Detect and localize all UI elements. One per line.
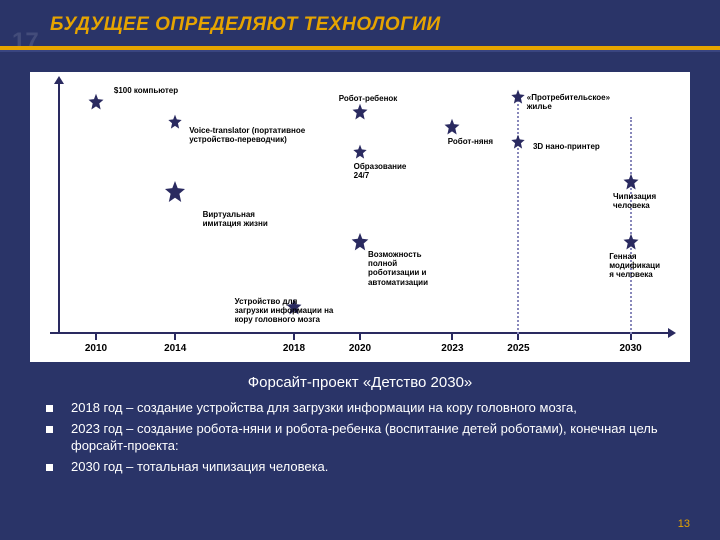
header-sub-rule bbox=[0, 50, 720, 52]
star-icon bbox=[350, 232, 370, 252]
star-icon bbox=[163, 180, 187, 204]
y-axis-arrow bbox=[54, 76, 64, 84]
page-title: БУДУЩЕЕ ОПРЕДЕЛЯЮТ ТЕХНОЛОГИИ bbox=[50, 14, 700, 36]
star-icon bbox=[167, 114, 183, 130]
tick-mark bbox=[451, 332, 453, 340]
slide-header: 17 БУДУЩЕЕ ОПРЕДЕЛЯЮТ ТЕХНОЛОГИИ bbox=[0, 0, 720, 42]
tick-mark bbox=[293, 332, 295, 340]
star-icon bbox=[443, 118, 461, 136]
tick-mark bbox=[359, 332, 361, 340]
star-icon bbox=[87, 93, 105, 111]
point-label: $100 компьютер bbox=[114, 86, 178, 95]
timeline-chart: 2010 2014 2018 2020 2023 2025 2030 $100 компьют… bbox=[30, 72, 690, 362]
point-label: Образование 24/7 bbox=[354, 162, 407, 180]
point-label: Устройство для загрузки информации на ко… bbox=[235, 297, 334, 325]
bullet-list: 2018 год – создание устройства для загру… bbox=[0, 391, 720, 475]
bullet-text: 2023 год – создание робота-няни и робота… bbox=[71, 420, 680, 455]
star-icon bbox=[510, 89, 526, 105]
list-item: 2018 год – создание устройства для загру… bbox=[46, 399, 680, 417]
point-label: Чипизация человека bbox=[613, 192, 656, 210]
bullet-text: 2018 год – создание устройства для загру… bbox=[71, 399, 577, 417]
guide-line bbox=[630, 117, 632, 334]
point-label: Робот-ребенок bbox=[339, 94, 398, 103]
tick-label: 2030 bbox=[619, 343, 641, 354]
point-label: 3D нано-принтер bbox=[533, 142, 600, 151]
bullet-marker-icon bbox=[46, 405, 53, 412]
guide-line bbox=[517, 92, 519, 334]
star-icon bbox=[622, 173, 640, 191]
tick-mark bbox=[174, 332, 176, 340]
point-label: Возможность полной роботизации и автомат… bbox=[368, 250, 428, 287]
point-label: Voice-translator (портативное устройство… bbox=[189, 126, 305, 144]
x-axis-arrow bbox=[668, 328, 676, 338]
bullet-text: 2030 год – тотальная чипизация человека. bbox=[71, 458, 328, 476]
page-number: 13 bbox=[678, 518, 690, 530]
chart-caption: Форсайт-проект «Детство 2030» bbox=[0, 374, 720, 391]
tick-label: 2023 bbox=[441, 343, 463, 354]
bullet-marker-icon bbox=[46, 426, 53, 433]
point-label: «Протребительское» жилье bbox=[527, 93, 610, 111]
star-icon bbox=[510, 134, 526, 150]
tick-label: 2020 bbox=[349, 343, 371, 354]
tick-label: 2014 bbox=[164, 343, 186, 354]
star-icon bbox=[351, 103, 369, 121]
point-label: Робот-няня bbox=[448, 137, 493, 146]
point-label: Генная модификаци я человека bbox=[609, 252, 660, 280]
tick-label: 2010 bbox=[85, 343, 107, 354]
bullet-marker-icon bbox=[46, 464, 53, 471]
tick-label: 2025 bbox=[507, 343, 529, 354]
list-item: 2023 год – создание робота-няни и робота… bbox=[46, 420, 680, 455]
list-item: 2030 год – тотальная чипизация человека. bbox=[46, 458, 680, 476]
star-icon bbox=[352, 144, 368, 160]
y-axis bbox=[58, 82, 60, 334]
tick-mark bbox=[95, 332, 97, 340]
tick-label: 2018 bbox=[283, 343, 305, 354]
star-icon bbox=[622, 233, 640, 251]
point-label: Виртуальная имитация жизни bbox=[203, 210, 268, 228]
